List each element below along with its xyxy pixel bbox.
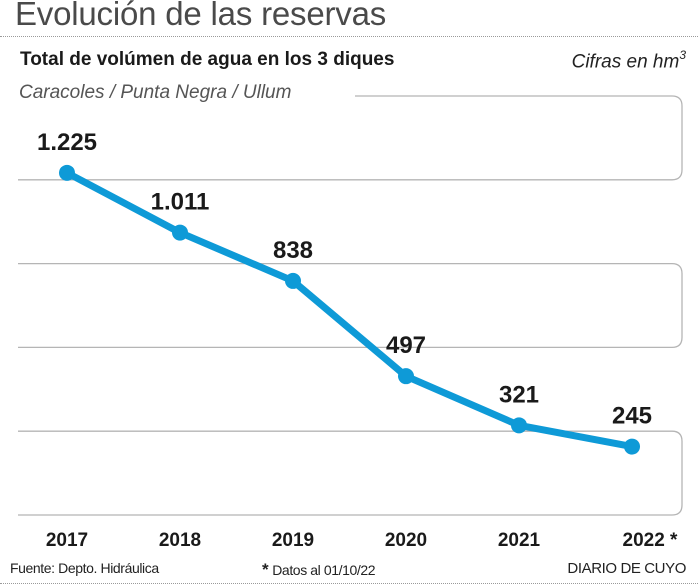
value-label: 245 xyxy=(612,403,652,430)
units-text: Cifras en hm xyxy=(571,51,680,73)
data-point-2022 xyxy=(624,438,640,455)
value-label: 497 xyxy=(386,332,426,359)
publisher-brand: DIARIO DE CUYO xyxy=(567,560,686,577)
data-point-2018 xyxy=(172,224,188,241)
grid-band-600-900 xyxy=(18,262,683,349)
chart-subtitle: Total de volúmen de agua en los 3 diques xyxy=(20,49,395,70)
bottom-dotted-divider xyxy=(0,583,698,584)
grid-bands xyxy=(18,95,683,516)
units-label: Cifras en hm3 xyxy=(571,48,686,73)
data-point-2021 xyxy=(511,417,527,434)
x-tick-label: 2017 xyxy=(46,530,88,551)
data-point-2019 xyxy=(285,272,301,289)
value-label: 1.011 xyxy=(151,189,210,216)
value-label: 1.225 xyxy=(37,129,97,156)
x-tick-label: 2021 xyxy=(498,530,541,551)
grid-band-1200-1500 xyxy=(18,95,683,181)
units-superscript: 3 xyxy=(679,48,686,62)
series-group xyxy=(59,164,640,455)
chart-title: Evolución de las reservas xyxy=(15,0,387,32)
asterisk-icon: * xyxy=(262,560,269,579)
data-date-note: * Datos al 01/10/22 xyxy=(262,560,376,580)
value-label: 321 xyxy=(499,381,539,408)
value-label: 838 xyxy=(273,237,313,264)
data-point-2020 xyxy=(398,368,414,385)
x-axis-labels: 2017 2018 2019 2020 2021 2022 * xyxy=(46,530,678,551)
top-dotted-divider xyxy=(0,36,698,37)
x-tick-label: 2018 xyxy=(159,530,201,551)
x-tick-label: 2020 xyxy=(385,530,427,551)
dams-label: Caracoles / Punta Negra / Ullum xyxy=(19,82,292,103)
grid-band-0-300 xyxy=(18,430,683,516)
data-point-2017 xyxy=(59,164,75,181)
source-note: Fuente: Depto. Hidráulica xyxy=(10,560,159,576)
value-labels: 1.225 1.011 838 497 321 245 xyxy=(37,129,652,430)
data-date-text: Datos al 01/10/22 xyxy=(272,562,376,578)
x-tick-label: 2019 xyxy=(272,530,314,551)
x-tick-label: 2022 * xyxy=(623,530,679,551)
series-line xyxy=(63,169,636,451)
